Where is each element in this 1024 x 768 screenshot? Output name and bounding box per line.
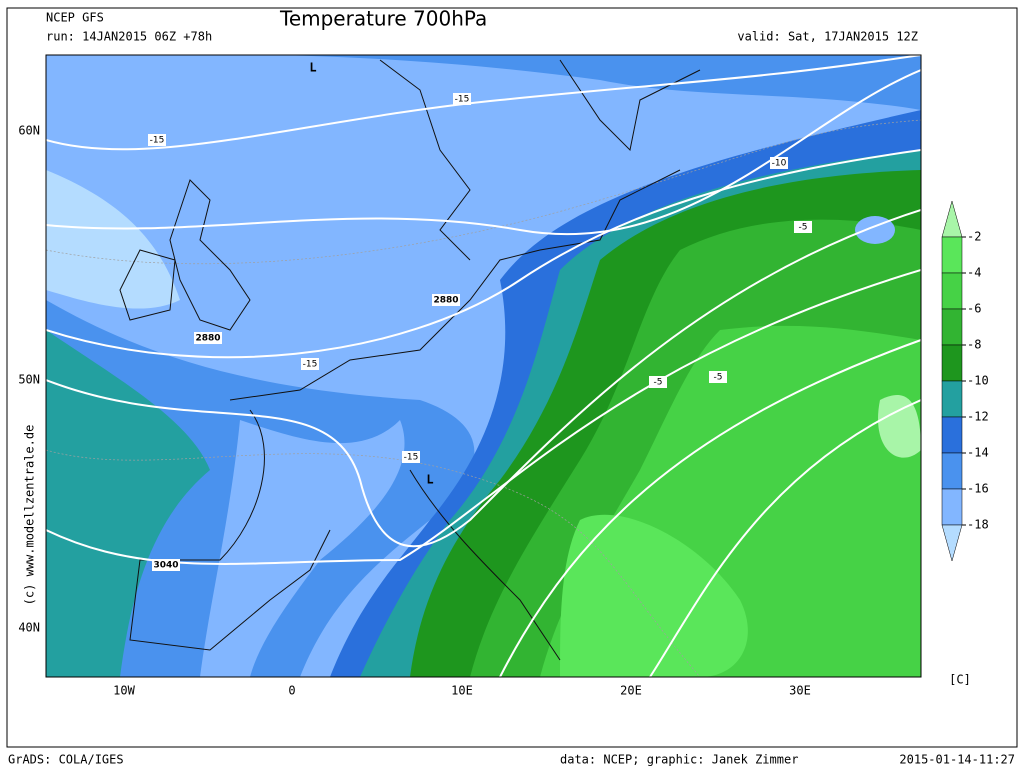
colorbar-swatch [941,380,963,418]
colorbar-swatch [941,236,963,274]
contour-label: -5 [714,373,723,383]
colorbar-swatch [941,416,963,454]
contour-label: 2880 [195,334,220,344]
contour-label-box [402,451,420,463]
contour-label: 3040 [153,561,178,571]
contour-label-box [453,93,471,105]
colorbar-label: -8 [967,338,981,352]
minor-contour [46,449,701,677]
contour-label: -15 [150,136,165,146]
colorbar-label: -4 [967,266,981,280]
contour-label-box [770,157,788,169]
isotherm [649,399,921,677]
valid-label: valid: Sat, 17JAN2015 12Z [737,30,918,44]
colorbar-label: -6 [967,302,981,316]
low-marker: L [309,61,316,75]
lon-label: 30E [789,684,811,698]
field-green-light [560,514,748,677]
map-title: Temperature 700hPa [279,7,487,31]
footer-data: data: NCEP; graphic: Janek Zimmer [560,753,798,767]
footer-software: GrADS: COLA/IGES [8,753,124,767]
colorbar-label: -2 [967,230,981,244]
isotherm [46,69,921,236]
colorbar-label: -16 [967,482,989,496]
lat-label: 50N [18,373,40,387]
colorbar-label: -14 [967,446,989,460]
colorbar-label: -18 [967,518,989,532]
contour-label-box [709,371,727,383]
run-label: run: 14JAN2015 06Z +78h [46,30,212,44]
map-area [46,55,921,677]
credit: (c) www.modellzentrale.de [23,425,37,606]
contour-label: -15 [303,360,318,370]
colorbar: -2 -4 -6 -8 -10 -12 -14 -16 -18 [941,200,989,562]
contour-label-box [301,358,319,370]
lon-label: 10E [451,684,473,698]
lat-label: 60N [18,124,40,138]
contour-label: -5 [654,378,663,388]
low-marker: L [426,473,433,487]
isotherm [499,339,921,677]
contour-label-box [649,376,667,388]
field-north [46,55,921,110]
lon-label: 0 [288,684,295,698]
contour-labels: -15 -15 -15 -15 -10 -5 -5 -5 2880 2880 3040 [148,93,812,571]
lon-label: 20E [620,684,642,698]
colorbar-unit: [C] [949,673,971,687]
isotherm [46,55,921,151]
coastline [119,59,701,661]
contour-label: -15 [455,95,470,105]
field-teal-west [46,330,210,677]
colorbar-swatch [941,452,963,490]
minor-contour [46,119,921,265]
field-coldest [46,170,180,309]
contour-label-box [194,332,222,344]
colorbar-cap [941,524,963,562]
isotherm [46,149,921,359]
contour-label-box [148,134,166,146]
colorbar-label: -10 [967,374,989,388]
outer-frame [6,7,1018,748]
lon-label: 10W [113,684,135,698]
colorbar-swatch [941,344,963,382]
field-iberia [200,420,405,677]
colorbar-swatch [941,488,963,526]
colorbar-swatch [941,308,963,346]
footer-timestamp: 2015-01-14-11:27 [899,753,1015,767]
field-warm-patch [878,395,921,458]
lat-label: 40N [18,621,40,635]
contour-label: -10 [772,159,787,169]
contour-label-box [432,294,460,306]
isotherm [46,209,921,548]
map-frame [45,54,922,678]
colorbar-cap [941,200,963,238]
contour-label: 2880 [433,296,458,306]
contour-label: -5 [799,223,808,233]
model-label: NCEP GFS [46,11,104,25]
contour-label-box [152,559,180,571]
colorbar-swatch [941,272,963,310]
colorbar-label: -12 [967,410,989,424]
contour-label: -15 [404,453,419,463]
contour-label-box [794,221,812,233]
